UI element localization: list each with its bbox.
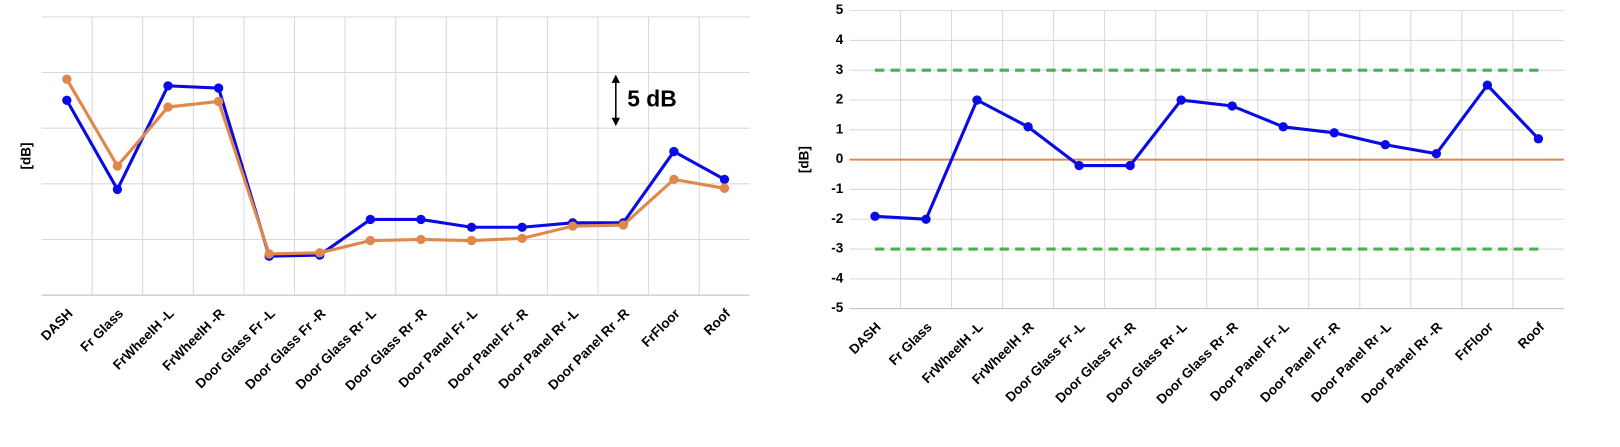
data-point bbox=[669, 174, 679, 185]
data-point bbox=[264, 249, 274, 259]
data-point bbox=[62, 95, 72, 106]
data-point bbox=[719, 174, 730, 185]
data-point bbox=[466, 235, 477, 246]
y-tick-label: -4 bbox=[831, 270, 843, 285]
data-point bbox=[1380, 140, 1390, 150]
data-point bbox=[416, 214, 426, 225]
series-line bbox=[874, 82, 1540, 221]
data-point bbox=[365, 214, 376, 225]
y-tick-label: 3 bbox=[836, 62, 844, 77]
data-point bbox=[517, 233, 527, 244]
data-point bbox=[1431, 149, 1442, 159]
x-tick-label: Roof bbox=[1515, 319, 1548, 352]
y-axis-label: [dB] bbox=[796, 146, 811, 173]
series-line bbox=[65, 84, 726, 258]
y-tick-label: -2 bbox=[831, 211, 843, 226]
y-tick-label: 2 bbox=[836, 92, 844, 107]
data-point bbox=[870, 211, 880, 221]
data-point bbox=[466, 222, 477, 232]
data-point bbox=[365, 235, 376, 246]
data-point bbox=[921, 214, 931, 224]
data-point bbox=[112, 184, 123, 195]
data-point bbox=[972, 95, 982, 105]
y-tick-label: 1 bbox=[836, 121, 844, 136]
x-tick-label: FrFloor bbox=[1452, 319, 1497, 364]
x-tick-label: Roof bbox=[701, 305, 734, 338]
y-tick-label: -3 bbox=[831, 241, 843, 256]
data-point bbox=[1074, 160, 1084, 171]
data-point bbox=[112, 161, 123, 171]
annotation: 5 dB bbox=[627, 85, 676, 111]
data-point bbox=[1329, 128, 1339, 138]
series-line bbox=[65, 78, 725, 256]
data-point bbox=[1227, 101, 1237, 111]
data-point bbox=[163, 81, 173, 91]
data-point bbox=[213, 83, 224, 93]
data-point bbox=[315, 248, 325, 258]
data-point bbox=[517, 222, 527, 232]
y-axis-label: [dB] bbox=[19, 143, 34, 170]
arrow-head bbox=[611, 117, 620, 127]
y-tick-label: -5 bbox=[831, 300, 843, 315]
x-tick-label: FrFloor bbox=[639, 305, 684, 350]
data-point bbox=[416, 234, 426, 245]
x-tick-label: Fr Glass bbox=[77, 306, 126, 355]
data-point bbox=[1023, 122, 1033, 132]
data-point bbox=[669, 146, 679, 157]
data-point bbox=[213, 96, 224, 107]
data-point bbox=[1176, 95, 1186, 105]
x-tick-label: Fr Glass bbox=[886, 319, 935, 368]
x-tick-label: DASH bbox=[38, 306, 76, 344]
data-point bbox=[1125, 160, 1135, 171]
y-tick-label: -1 bbox=[831, 181, 843, 196]
data-point bbox=[568, 221, 578, 231]
y-tick-label: 5 bbox=[836, 2, 844, 17]
data-point bbox=[1533, 134, 1544, 144]
data-point bbox=[618, 220, 628, 230]
data-point bbox=[1482, 80, 1493, 90]
y-tick-label: 0 bbox=[836, 151, 844, 166]
x-tick-label: DASH bbox=[846, 319, 884, 357]
data-point bbox=[1278, 122, 1288, 132]
y-tick-label: 4 bbox=[836, 32, 844, 47]
data-point bbox=[719, 183, 730, 193]
data-point bbox=[163, 102, 173, 112]
arrow-head bbox=[611, 74, 620, 83]
data-point bbox=[62, 74, 72, 84]
